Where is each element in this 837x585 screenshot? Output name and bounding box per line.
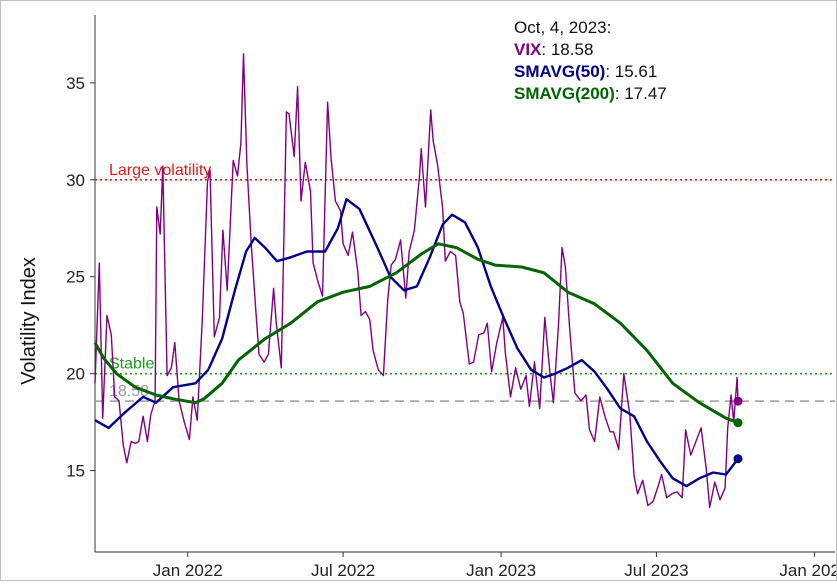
y-tick-label: 25 <box>66 268 85 287</box>
info-value: : 17.47 <box>615 84 667 103</box>
axes <box>94 15 835 553</box>
series-lines <box>93 53 739 509</box>
y-tick-label: 20 <box>66 365 85 384</box>
series-line-smavg-200 <box>93 242 739 425</box>
end-marker-smavg-50 <box>733 454 743 464</box>
info-entry-smavg-200: SMAVG(200): 17.47 <box>514 84 667 103</box>
x-ticks: Jan 2022 Jul 2022 Jan 2023 Jul 2023 Jan 2024 <box>153 552 837 580</box>
x-tick-label: Jan 2024 <box>779 561 836 580</box>
info-value: : 18.58 <box>541 40 593 59</box>
info-label: VIX <box>514 40 542 59</box>
info-label: SMAVG(50) <box>514 62 605 81</box>
reference-label-large-volatility: Large volatility <box>109 162 211 179</box>
y-tick-label: 30 <box>66 171 85 190</box>
y-tick-label: 35 <box>66 74 85 93</box>
end-marker-vix <box>733 396 743 406</box>
y-axis-label: Volatility Index <box>18 257 40 385</box>
y-tick-label: 15 <box>66 462 85 481</box>
info-label: SMAVG(200) <box>514 84 615 103</box>
y-ticks: 15 20 25 30 35 <box>66 74 95 481</box>
reference-label-stable: Stable <box>109 356 154 373</box>
x-tick-label: Jan 2022 <box>153 561 223 580</box>
end-marker-smavg-200 <box>733 418 743 428</box>
info-date: Oct, 4, 2023: <box>514 18 611 37</box>
x-tick-label: Jul 2023 <box>624 561 688 580</box>
series-line-smavg-50 <box>94 198 739 488</box>
x-tick-label: Jul 2022 <box>311 561 375 580</box>
series-line-vix <box>94 53 739 509</box>
info-value: : 15.61 <box>605 62 657 81</box>
x-tick-label: Jan 2023 <box>466 561 536 580</box>
info-entry-smavg-50: SMAVG(50): 15.61 <box>514 62 657 81</box>
end-markers <box>733 396 743 464</box>
info-annotation: Oct, 4, 2023: VIX: 18.58 SMAVG(50): 15.61… <box>514 18 667 103</box>
info-entry-vix: VIX: 18.58 <box>514 40 593 59</box>
